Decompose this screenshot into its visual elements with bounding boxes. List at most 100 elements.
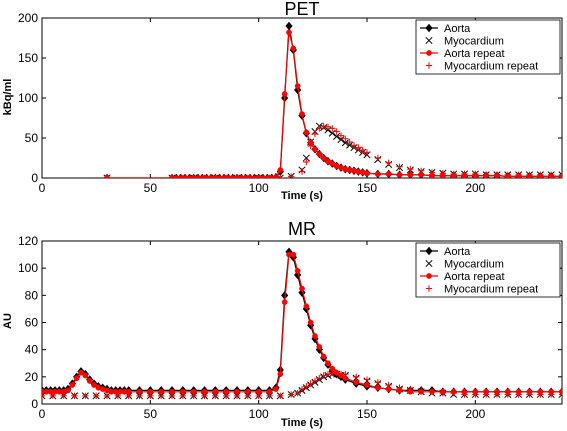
mr-y-tick-label: 120 <box>18 234 38 248</box>
mr-series-myocardium-repeat-point <box>222 392 230 400</box>
pet-series-myocardium-point <box>328 129 336 137</box>
mr-series-group <box>42 247 562 400</box>
mr-series-aorta-repeat-point <box>294 268 301 274</box>
pet-legend-entry: Myocardium <box>425 36 504 48</box>
pet-legend-entry: Myocardium repeat <box>425 61 538 73</box>
pet-legend-marker <box>426 50 432 56</box>
mr-series-myocardium-repeat-point <box>428 388 436 395</box>
pet-series-myocardium-repeat-point <box>307 142 314 150</box>
pet-y-tick-label: 0 <box>31 171 38 185</box>
mr-series-myocardium-repeat-point <box>526 391 533 398</box>
pet-series-myocardium-repeat-point <box>342 135 349 142</box>
pet-series-myocardium-repeat-point <box>222 174 230 178</box>
pet-ylabel: kBq/ml <box>2 79 14 116</box>
pet-y-tick-label: 50 <box>25 131 39 145</box>
mr-legend-box <box>415 242 561 298</box>
pet-series-aorta-repeat-point <box>396 171 403 178</box>
mr-series-aorta-repeat-point <box>325 360 331 367</box>
mr-series-myocardium-repeat-point <box>450 389 457 397</box>
mr-series-aorta-repeat-point <box>303 303 310 310</box>
pet-series-myocardium-repeat <box>103 122 562 178</box>
pet-series-aorta-repeat-point <box>316 151 323 157</box>
mr-series-myocardium-repeat-point <box>212 392 219 400</box>
pet-series-aorta-repeat-point <box>374 171 381 177</box>
pet-series-myocardium-repeat-point <box>212 174 219 178</box>
mr-series-myocardium-repeat-point <box>71 392 78 400</box>
mr-series-myocardium-repeat-point <box>324 370 332 378</box>
mr-series-aorta-repeat-point <box>299 285 305 292</box>
mr-series-myocardium-repeat-point <box>136 392 143 400</box>
pet-x-tick-label: 0 <box>39 181 46 195</box>
mr-xlabel: Time (s) <box>281 417 323 429</box>
mr-series-myocardium-repeat-point <box>461 391 468 398</box>
pet-series-myocardium-repeat-point <box>350 142 358 149</box>
mr-series-myocardium-repeat-point <box>307 380 314 387</box>
pet-series-myocardium-point <box>333 132 341 140</box>
mr-series-myocardium-repeat-point <box>374 379 382 386</box>
mr-series-myocardium-point <box>42 392 46 400</box>
pet-series-myocardium-repeat-point <box>407 166 414 173</box>
pet-series-aorta-repeat-point <box>303 129 310 136</box>
pet-legend-marker <box>425 62 433 69</box>
pet-series-myocardium-repeat-point <box>233 174 241 178</box>
pet-series-myocardium-repeat-point <box>385 159 392 166</box>
pet-series-myocardium-repeat-point <box>298 168 306 175</box>
pet-legend-label: Myocardium repeat <box>444 61 538 73</box>
pet-series-myocardium-repeat-point <box>311 130 319 138</box>
mr-series-myocardium-repeat-point <box>147 392 154 400</box>
mr-series-myocardium-repeat-point <box>417 387 425 394</box>
mr-series-myocardium-repeat-point <box>407 385 414 393</box>
mr-legend-label: Myocardium <box>444 259 504 271</box>
pet-series-myocardium-repeat-point <box>333 128 340 135</box>
pet-series-myocardium-repeat-point <box>266 174 273 178</box>
pet-series-myocardium-point <box>341 139 349 147</box>
pet-legend-entry: Aorta <box>420 23 471 35</box>
pet-x-tick-label: 200 <box>465 181 485 195</box>
mr-series-myocardium-repeat-point <box>482 391 490 398</box>
pet-x-tick-label: 50 <box>144 181 158 195</box>
mr-legend-entry: Aorta repeat <box>420 271 505 283</box>
pet-legend-label: Myocardium <box>444 36 504 48</box>
pet-series-myocardium-repeat-point <box>428 169 436 176</box>
mr-series-myocardium-repeat-point <box>352 373 360 381</box>
mr-legend-marker <box>425 285 433 292</box>
mr-series-aorta-repeat-point <box>559 388 562 395</box>
pet-series-myocardium-repeat-point <box>316 125 323 132</box>
pet-series-myocardium-repeat-point <box>396 163 403 170</box>
mr-legend-label: Myocardium repeat <box>444 284 538 296</box>
pet-series-myocardium-repeat-point <box>558 171 562 178</box>
pet-legend-marker <box>425 23 433 33</box>
pet-series-myocardium-repeat-point <box>190 174 197 178</box>
pet-x-tick-label: 100 <box>249 181 269 195</box>
pet-series-aorta-repeat-point <box>281 91 288 97</box>
mr-series-myocardium-repeat-point <box>547 391 555 398</box>
pet-series-myocardium-repeat-point <box>329 125 336 132</box>
pet-series-aorta-repeat-point <box>325 158 331 165</box>
pet-series-myocardium-point <box>190 174 198 178</box>
mr-series-myocardium-repeat-point <box>558 391 562 398</box>
pet-series-myocardium-repeat-point <box>287 173 295 178</box>
mr-x-tick-label: 100 <box>249 407 269 421</box>
pet-series-myocardium-point <box>103 174 111 178</box>
pet-series-myocardium-repeat-point <box>201 174 208 178</box>
pet-series-myocardium-repeat-point <box>439 170 447 177</box>
mr-series-myocardium-repeat-point <box>515 391 522 398</box>
mr-series-myocardium-repeat-point <box>157 392 165 400</box>
mr-series-myocardium-repeat-point <box>114 392 122 400</box>
mr-y-tick-label: 20 <box>25 370 39 384</box>
mr-series-myocardium-repeat-point <box>298 385 306 393</box>
mr-series-aorta-repeat-point <box>86 378 93 384</box>
pet-series-myocardium-repeat-point <box>179 174 187 178</box>
pet-legend-marker <box>425 36 433 45</box>
pet-series-myocardium-repeat-point <box>355 144 362 151</box>
mr-x-tick-label: 50 <box>144 407 158 421</box>
pet-series-myocardium-repeat-point <box>277 174 284 178</box>
mr-series-myocardium-repeat-point <box>60 392 67 400</box>
mr-series-myocardium-repeat-point <box>385 381 392 389</box>
pet-series-myocardium-repeat-point <box>337 132 345 139</box>
mr-series-aorta-repeat-point <box>82 372 89 379</box>
mr-panel: MR AU Time (s) 0 50 100 150 200 0 20 40 60 80 100 1… <box>2 219 563 429</box>
pet-series-myocardium-repeat-point <box>537 171 544 178</box>
